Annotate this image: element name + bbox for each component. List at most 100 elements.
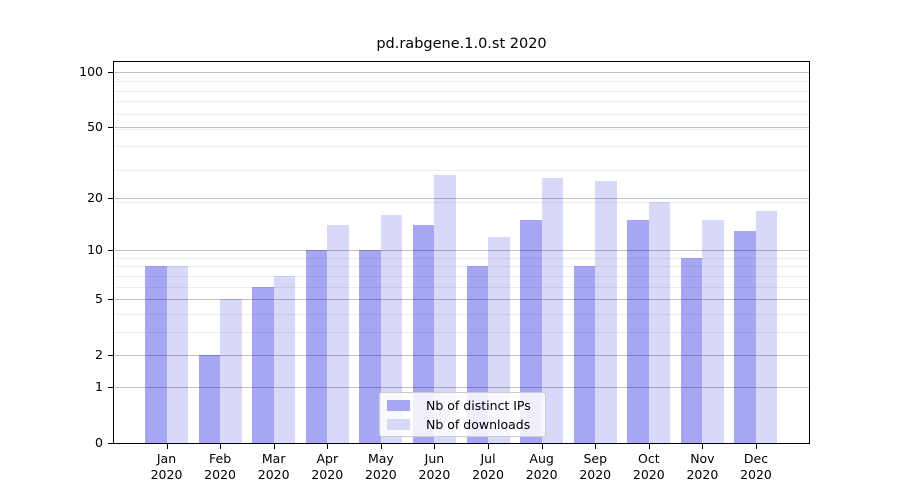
- bar-sep-ips: [573, 266, 596, 443]
- major-gridline: [114, 250, 809, 252]
- y-tick-label: 50: [87, 118, 103, 134]
- minor-gridline: [114, 286, 809, 288]
- bar-dec-ips: [734, 230, 756, 443]
- bar-feb-ips: [198, 354, 221, 443]
- x-tick-month: Jan: [156, 451, 177, 466]
- x-tick-month: Oct: [637, 451, 660, 466]
- y-axis-tick: [108, 72, 113, 73]
- bar-apr-downloads: [327, 225, 349, 443]
- y-axis-tick: [108, 443, 113, 444]
- major-gridline: [114, 198, 809, 200]
- x-tick-month: Sep: [583, 451, 607, 466]
- x-tick-label: Aug 2020: [514, 451, 570, 482]
- minor-gridline: [114, 331, 809, 333]
- legend-swatch-distinct-ips: [387, 399, 410, 411]
- x-tick-year: 2020: [472, 466, 504, 482]
- minor-gridline: [114, 101, 809, 103]
- bar-sep-downloads: [595, 181, 617, 443]
- bar-aug-downloads: [541, 178, 564, 443]
- x-axis-tick: [755, 444, 757, 449]
- bar-apr-ips: [305, 250, 328, 443]
- x-axis-tick: [327, 444, 329, 449]
- major-gridline: [114, 387, 809, 389]
- minor-gridline: [114, 202, 809, 204]
- legend-label-distinct-ips: Nb of distinct IPs: [426, 397, 531, 413]
- y-tick-label: 2: [95, 346, 103, 362]
- bar-oct-downloads: [648, 202, 671, 443]
- bar-may-ips: [359, 250, 381, 443]
- bar-oct-ips: [627, 220, 649, 443]
- x-tick-year: 2020: [311, 466, 344, 482]
- plot-area: Nb of distinct IPs Nb of downloads: [113, 61, 810, 444]
- legend-label-downloads: Nb of downloads: [426, 416, 531, 432]
- y-axis-tick: [108, 387, 113, 389]
- major-gridline: [114, 354, 809, 356]
- minor-gridline: [114, 146, 809, 148]
- bar-feb-downloads: [220, 298, 242, 443]
- x-tick-label: Jan 2020: [139, 451, 195, 482]
- x-tick-year: 2020: [525, 466, 558, 482]
- x-tick-label: Dec 2020: [728, 451, 784, 482]
- x-tick-year: 2020: [579, 466, 612, 482]
- x-tick-year: 2020: [257, 466, 290, 482]
- minor-gridline: [114, 169, 809, 171]
- major-gridline: [114, 72, 809, 73]
- legend-swatch-downloads: [387, 418, 410, 430]
- minor-gridline: [114, 257, 809, 259]
- legend-item-distinct-ips: Nb of distinct IPs: [387, 396, 537, 414]
- x-tick-year: 2020: [632, 466, 665, 482]
- minor-gridline: [114, 313, 809, 315]
- x-tick-month: Aug: [529, 451, 554, 466]
- y-axis-tick: [108, 354, 113, 356]
- minor-gridline: [114, 90, 809, 92]
- bars-layer: [114, 62, 809, 443]
- legend: Nb of distinct IPs Nb of downloads: [379, 392, 546, 437]
- x-axis-tick: [434, 444, 436, 449]
- x-axis-tick: [166, 444, 168, 449]
- bar-jan-ips: [145, 266, 167, 443]
- x-tick-month: May: [367, 451, 394, 466]
- y-tick-label: 10: [87, 242, 103, 258]
- minor-gridline: [114, 266, 809, 268]
- x-tick-year: 2020: [418, 466, 451, 482]
- x-tick-month: Mar: [261, 451, 286, 466]
- major-gridline: [114, 126, 809, 128]
- bar-nov-downloads: [702, 220, 724, 443]
- x-axis-tick: [702, 444, 704, 449]
- x-axis-tick: [648, 444, 650, 449]
- x-tick-label: Apr 2020: [299, 451, 355, 482]
- x-tick-label: Sep 2020: [567, 451, 623, 482]
- bar-jan-downloads: [166, 266, 188, 443]
- x-tick-year: 2020: [150, 466, 183, 482]
- chart-title: pd.rabgene.1.0.st 2020: [376, 36, 547, 52]
- x-tick-month: Feb: [209, 451, 232, 466]
- x-axis-tick: [595, 444, 597, 449]
- x-tick-label: Mar 2020: [246, 451, 302, 482]
- x-tick-month: Jul: [480, 451, 496, 466]
- x-tick-month: Dec: [743, 451, 769, 466]
- x-tick-label: Jul 2020: [460, 451, 516, 482]
- minor-gridline: [114, 113, 809, 115]
- legend-item-downloads: Nb of downloads: [387, 415, 537, 433]
- bar-mar-downloads: [273, 275, 296, 443]
- minor-gridline: [114, 275, 809, 277]
- y-axis-tick: [108, 198, 113, 200]
- x-tick-month: Jun: [424, 451, 445, 466]
- y-tick-label: 0: [95, 435, 103, 450]
- x-tick-label: Nov 2020: [674, 451, 730, 482]
- x-axis-tick: [541, 444, 543, 449]
- bar-mar-ips: [252, 286, 274, 443]
- x-tick-year: 2020: [204, 466, 236, 482]
- bar-dec-downloads: [755, 210, 778, 443]
- y-axis-tick: [108, 250, 113, 252]
- y-tick-label: 5: [95, 290, 103, 306]
- x-axis-tick: [380, 444, 382, 449]
- bar-aug-ips: [520, 220, 542, 443]
- x-tick-year: 2020: [740, 466, 772, 482]
- y-axis-tick: [108, 126, 113, 128]
- minor-gridline: [114, 81, 809, 83]
- bar-jun-ips: [412, 225, 435, 443]
- major-gridline: [114, 298, 809, 300]
